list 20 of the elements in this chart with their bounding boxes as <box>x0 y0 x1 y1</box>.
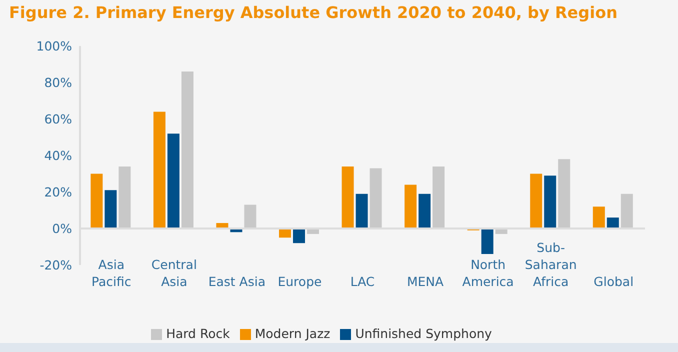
x-tick-label: Central Asia <box>151 257 197 289</box>
x-tick-label: Europe <box>278 274 322 289</box>
x-tick-label: North America <box>462 257 514 289</box>
x-tick-label: East Asia <box>208 274 266 289</box>
y-tick-label: 0% <box>52 220 72 236</box>
legend-label: Unfinished Symphony <box>355 326 492 341</box>
x-tick-label: Sub-Saharan Africa <box>524 240 577 289</box>
legend-label: Hard Rock <box>166 326 230 341</box>
y-tick-label: 100% <box>36 38 72 54</box>
x-tick-label: Asia Pacific <box>92 257 132 289</box>
y-tick-label: 20% <box>44 184 72 200</box>
x-tick-label: LAC <box>350 274 375 289</box>
y-tick-label: 60% <box>44 111 72 126</box>
chart-title: Figure 2. Primary Energy Absolute Growth 2020 to 2040, by Region <box>9 3 618 22</box>
legend-label: Modern Jazz <box>254 326 330 341</box>
x-tick-label: MENA <box>406 274 444 289</box>
x-tick-label: Global <box>594 274 634 289</box>
y-tick-label: 80% <box>44 74 72 90</box>
y-tick-label: 40% <box>44 148 72 163</box>
y-tick-label: -20% <box>40 257 72 272</box>
